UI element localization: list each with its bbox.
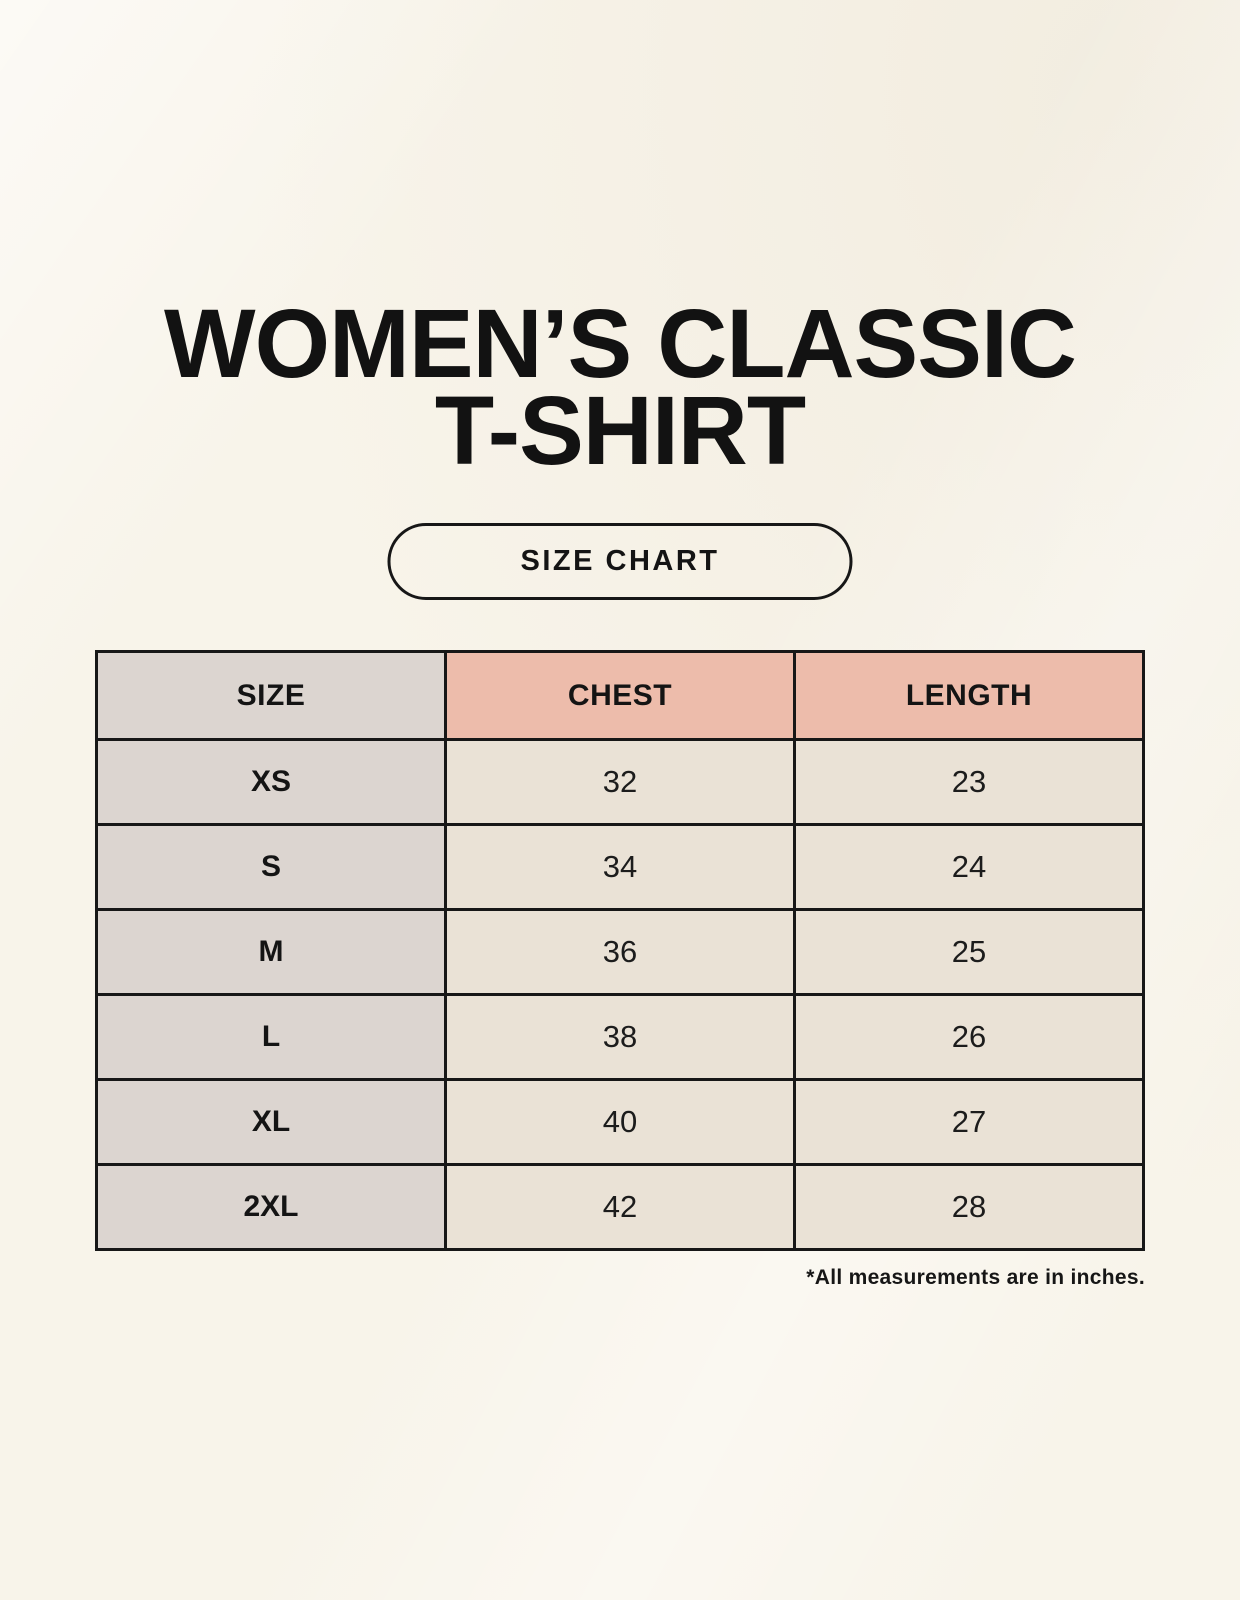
- length-value: 24: [793, 823, 1145, 911]
- table-row: S 34 24: [95, 823, 1145, 911]
- table-row: M 36 25: [95, 908, 1145, 996]
- length-value: 28: [793, 1163, 1145, 1251]
- table-row: L 38 26: [95, 993, 1145, 1081]
- size-chart-table-body: XS 32 23 S 34 24 M 36 25 L 38 26 XL 40: [95, 738, 1145, 1251]
- chest-value: 34: [444, 823, 796, 911]
- chest-value: 32: [444, 738, 796, 826]
- column-header-chest: CHEST: [444, 650, 796, 741]
- chest-value: 36: [444, 908, 796, 996]
- size-chart-table: SIZE CHEST LENGTH XS 32 23 S 34 24 M 36 …: [95, 650, 1145, 1251]
- length-value: 26: [793, 993, 1145, 1081]
- size-chart-button[interactable]: SIZE CHART: [387, 523, 853, 600]
- length-value: 25: [793, 908, 1145, 996]
- size-label: XL: [95, 1078, 447, 1166]
- size-label: XS: [95, 738, 447, 826]
- table-row: XL 40 27: [95, 1078, 1145, 1166]
- size-chart-table-head: SIZE CHEST LENGTH: [95, 650, 1145, 741]
- page-title-line1: WOMEN’S CLASSIC: [164, 289, 1077, 398]
- page-title: WOMEN’S CLASSIC T-SHIRT: [0, 295, 1240, 479]
- size-label: M: [95, 908, 447, 996]
- column-header-length: LENGTH: [793, 650, 1145, 741]
- size-chart-button-label: SIZE CHART: [520, 545, 720, 577]
- measurements-footnote: *All measurements are in inches.: [806, 1266, 1145, 1289]
- length-value: 23: [793, 738, 1145, 826]
- chest-value: 40: [444, 1078, 796, 1166]
- size-label: 2XL: [95, 1163, 447, 1251]
- table-row: XS 32 23: [95, 738, 1145, 826]
- size-label: L: [95, 993, 447, 1081]
- chest-value: 42: [444, 1163, 796, 1251]
- length-value: 27: [793, 1078, 1145, 1166]
- size-label: S: [95, 823, 447, 911]
- chest-value: 38: [444, 993, 796, 1081]
- table-row: 2XL 42 28: [95, 1163, 1145, 1251]
- page-title-line2: T-SHIRT: [434, 376, 806, 486]
- table-header-row: SIZE CHEST LENGTH: [95, 650, 1145, 741]
- column-header-size: SIZE: [95, 650, 447, 741]
